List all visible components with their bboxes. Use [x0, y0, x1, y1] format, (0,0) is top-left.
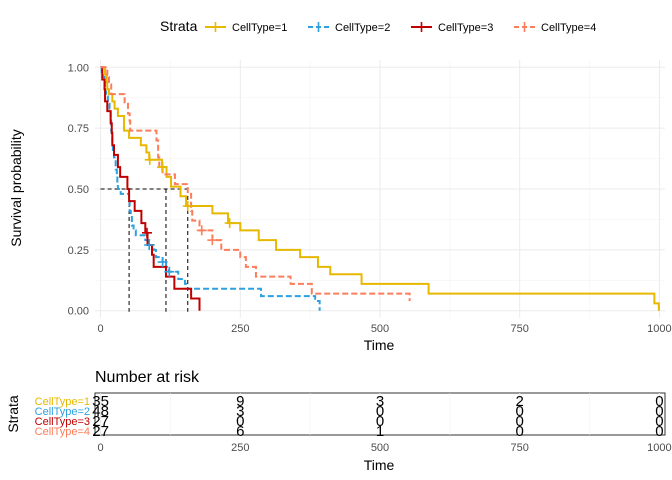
- risk-table: Number at risk 35 9 3 2 048 3 0 0 027 0 0 0 027 6 1 0 0 …: [5, 369, 672, 473]
- risk-strata-label: CellType=2: [35, 406, 90, 418]
- risk-count: 48: [92, 403, 109, 420]
- y-tick-label: 0.00: [68, 306, 89, 318]
- risk-table-x-ticks: 0 250 500 750 1000: [98, 442, 672, 454]
- risk-table-x-axis-title: Time: [364, 457, 395, 473]
- risk-count: 6: [236, 423, 244, 440]
- risk-count: 0: [236, 413, 244, 430]
- legend-title: Strata: [160, 18, 198, 34]
- x-tick-label: 750: [511, 323, 529, 335]
- x-tick-label: 0: [98, 323, 104, 335]
- y-axis-ticks: 0.00 0.25 0.50 0.75 1.00: [68, 62, 89, 317]
- risk-x-tick-label: 750: [511, 442, 529, 454]
- risk-row: 27 0 0 0 0: [92, 413, 663, 430]
- survival-curve-celltype-4: [100, 66, 411, 301]
- risk-count: 35: [92, 393, 109, 410]
- y-tick-label: 0.25: [68, 245, 89, 257]
- risk-count: 0: [516, 403, 524, 420]
- y-tick-label: 0.50: [68, 184, 89, 196]
- survival-curve-celltype-1: [100, 66, 660, 311]
- plot-panel: 0.00 0.25 0.50 0.75 1.00 0 250 500 750 1000: [68, 60, 672, 335]
- risk-table-rows: 35 9 3 2 048 3 0 0 027 0 0 0 027 6 1 0 0: [92, 393, 663, 440]
- risk-strata-label: CellType=4: [35, 426, 90, 438]
- y-axis-title: Survival probability: [8, 129, 24, 247]
- y-tick-label: 0.75: [68, 123, 89, 135]
- risk-count: 3: [376, 393, 384, 410]
- risk-table-y-axis-title: Strata: [5, 395, 21, 433]
- legend-items: CellType=1 CellType=2 CellType=3 CellType=4: [205, 22, 596, 34]
- risk-count: 0: [655, 413, 663, 430]
- risk-row: 27 6 1 0 0: [92, 423, 663, 440]
- legend-label: CellType=4: [541, 22, 596, 34]
- risk-row: 35 9 3 2 0: [92, 393, 663, 410]
- x-tick-label: 500: [371, 323, 389, 335]
- risk-x-tick-label: 0: [98, 442, 104, 454]
- median-lines: [100, 188, 189, 312]
- risk-strata-label: CellType=3: [35, 416, 90, 428]
- grid: [95, 60, 665, 318]
- risk-x-tick-label: 500: [371, 442, 389, 454]
- risk-count: 1: [376, 423, 384, 440]
- risk-x-tick-label: 250: [231, 442, 249, 454]
- risk-count: 9: [236, 393, 244, 410]
- risk-count: 0: [655, 393, 663, 410]
- risk-count: 27: [92, 413, 109, 430]
- legend-item: CellType=1: [205, 22, 287, 34]
- risk-count: 0: [376, 403, 384, 420]
- risk-table-grid: [100, 393, 660, 435]
- risk-table-title: Number at risk: [95, 369, 200, 386]
- risk-x-tick-label: 1000: [647, 442, 671, 454]
- x-tick-label: 250: [231, 323, 249, 335]
- risk-count: 0: [655, 423, 663, 440]
- risk-row: 48 3 0 0 0: [92, 403, 663, 420]
- legend-label: CellType=1: [232, 22, 287, 34]
- risk-count: 0: [376, 413, 384, 430]
- y-tick-label: 1.00: [68, 62, 89, 74]
- legend-item: CellType=3: [411, 22, 493, 34]
- legend-label: CellType=2: [335, 22, 390, 34]
- risk-strata-label: CellType=1: [35, 396, 90, 408]
- legend-item: CellType=4: [514, 22, 596, 34]
- x-tick-label: 1000: [647, 323, 671, 335]
- risk-count: 0: [655, 403, 663, 420]
- risk-count: 3: [236, 403, 244, 420]
- legend-item: CellType=2: [308, 22, 390, 34]
- risk-count: 2: [516, 393, 524, 410]
- legend: Strata CellType=1 CellType=2 CellType=3 Cel…: [160, 18, 596, 34]
- censor-marks: [141, 154, 235, 277]
- x-axis-ticks: 0 250 500 750 1000: [98, 323, 672, 335]
- x-axis-title: Time: [364, 337, 395, 353]
- legend-label: CellType=3: [438, 22, 493, 34]
- risk-count: 0: [516, 423, 524, 440]
- risk-count: 0: [516, 413, 524, 430]
- risk-count: 27: [92, 423, 109, 440]
